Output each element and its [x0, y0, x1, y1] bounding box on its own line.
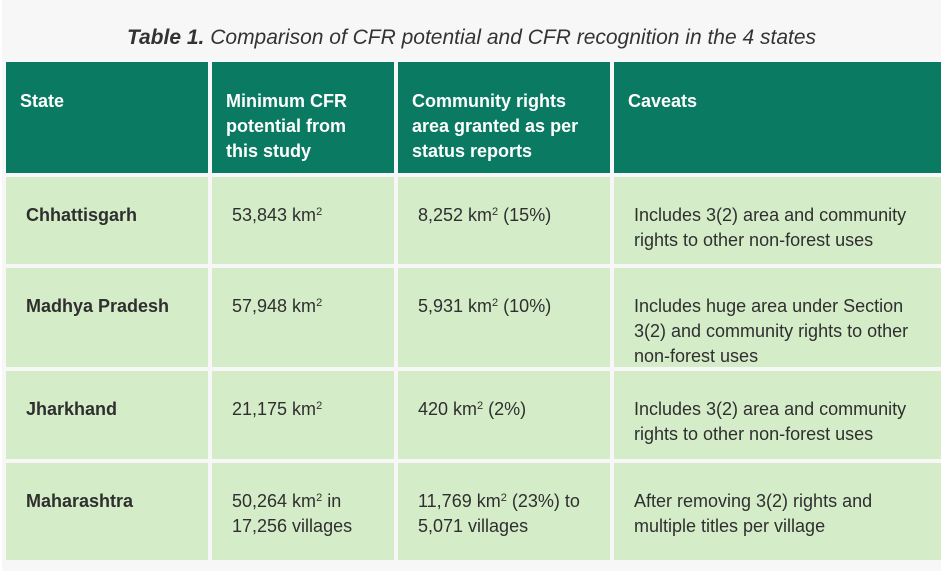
row-madhya-pradesh-potential: 57,948 km2	[212, 268, 394, 367]
row-maharashtra-caveat: After removing 3(2) rights and multiple …	[614, 463, 941, 560]
row-jharkhand-potential: 21,175 km2	[212, 371, 394, 459]
header-state: State	[6, 62, 208, 173]
row-madhya-pradesh-state: Madhya Pradesh	[6, 268, 208, 367]
header-cfr-potential: Minimum CFR potential from this study	[212, 62, 394, 173]
caption-label: Table 1.	[126, 26, 205, 49]
table-caption: Table 1. Comparison of CFR potential and…	[2, 26, 941, 50]
row-madhya-pradesh-granted: 5,931 km2 (10%)	[398, 268, 610, 367]
row-jharkhand-caveat: Includes 3(2) area and community rights …	[614, 371, 941, 459]
row-chhattisgarh-state: Chhattisgarh	[6, 177, 208, 264]
header-rights-granted: Community rights area granted as per sta…	[398, 62, 610, 173]
row-chhattisgarh-granted: 8,252 km2 (15%)	[398, 177, 610, 264]
cfr-comparison-table: State Minimum CFR potential from this st…	[6, 62, 941, 560]
row-chhattisgarh-caveat: Includes 3(2) area and community rights …	[614, 177, 941, 264]
row-maharashtra-granted: 11,769 km2 (23%) to 5,071 villages	[398, 463, 610, 560]
row-jharkhand-granted: 420 km2 (2%)	[398, 371, 610, 459]
caption-text: Comparison of CFR potential and CFR reco…	[210, 26, 817, 49]
row-maharashtra-potential: 50,264 km2 in 17,256 villages	[212, 463, 394, 560]
row-jharkhand-state: Jharkhand	[6, 371, 208, 459]
row-maharashtra-state: Maharashtra	[6, 463, 208, 560]
header-caveats: Caveats	[614, 62, 941, 173]
row-chhattisgarh-potential: 53,843 km2	[212, 177, 394, 264]
row-madhya-pradesh-caveat: Includes huge area under Section 3(2) an…	[614, 268, 941, 367]
